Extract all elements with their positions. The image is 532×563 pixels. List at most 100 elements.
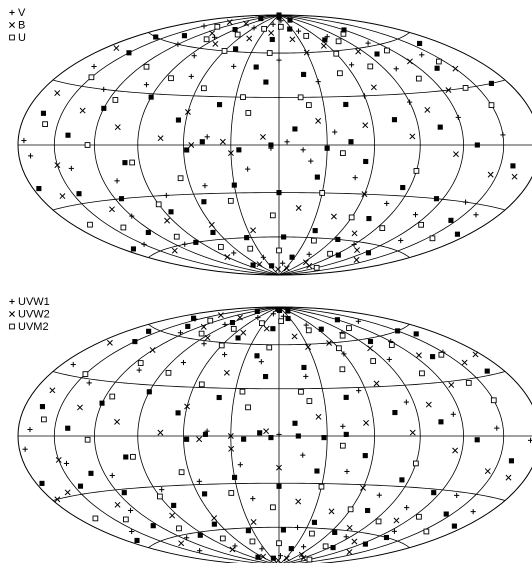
data-point bbox=[470, 509, 476, 515]
data-point bbox=[320, 42, 327, 49]
data-point bbox=[363, 419, 370, 426]
data-point bbox=[365, 40, 371, 46]
data-point bbox=[201, 85, 207, 92]
data-point bbox=[413, 460, 419, 467]
data-point bbox=[256, 261, 263, 268]
data-point bbox=[127, 507, 134, 514]
data-point bbox=[335, 38, 342, 45]
data-point bbox=[178, 540, 185, 547]
data-point bbox=[346, 325, 352, 331]
legend-symbol bbox=[9, 9, 15, 16]
data-point bbox=[419, 52, 425, 58]
data-point bbox=[184, 109, 191, 115]
data-point bbox=[352, 175, 358, 181]
data-point bbox=[221, 351, 228, 358]
data-point bbox=[376, 492, 382, 498]
data-point bbox=[200, 323, 207, 330]
data-point bbox=[474, 437, 480, 443]
data-point bbox=[168, 209, 174, 215]
data-point bbox=[246, 35, 253, 42]
data-point bbox=[82, 371, 89, 377]
data-point bbox=[346, 524, 353, 531]
data-point bbox=[230, 326, 237, 332]
data-point bbox=[171, 502, 177, 508]
data-point bbox=[488, 80, 494, 86]
data-point bbox=[398, 237, 404, 244]
data-point bbox=[263, 428, 270, 435]
data-point bbox=[298, 551, 305, 558]
data-point bbox=[159, 487, 165, 493]
data-point bbox=[353, 256, 360, 263]
data-point bbox=[109, 393, 116, 400]
data-point bbox=[175, 410, 181, 416]
data-point bbox=[217, 312, 224, 319]
data-point bbox=[204, 134, 210, 140]
legend-item-1: UVW2 bbox=[9, 309, 50, 321]
data-point bbox=[175, 41, 181, 47]
data-point bbox=[337, 70, 343, 77]
data-point bbox=[297, 94, 304, 101]
data-point bbox=[39, 404, 46, 410]
data-point bbox=[332, 529, 338, 535]
legend-symbol bbox=[9, 34, 15, 41]
data-point bbox=[91, 63, 97, 70]
data-point bbox=[181, 33, 188, 39]
data-point bbox=[450, 411, 456, 417]
data-point bbox=[303, 373, 309, 380]
data-point bbox=[176, 525, 182, 532]
data-point bbox=[417, 40, 423, 46]
data-point bbox=[164, 217, 171, 224]
legend-symbol bbox=[9, 298, 15, 305]
data-point bbox=[305, 344, 312, 350]
data-point bbox=[197, 548, 203, 554]
data-point bbox=[202, 491, 208, 497]
data-point bbox=[280, 313, 287, 319]
legend-marker-1 bbox=[9, 311, 15, 317]
data-point bbox=[313, 264, 320, 271]
data-point bbox=[266, 50, 273, 56]
data-point bbox=[180, 359, 187, 366]
data-point bbox=[301, 71, 307, 77]
data-point bbox=[87, 221, 93, 228]
data-point bbox=[303, 33, 310, 39]
data-point bbox=[255, 554, 261, 560]
data-point bbox=[292, 126, 298, 132]
data-point bbox=[184, 403, 191, 410]
data-point bbox=[178, 469, 185, 476]
data-point bbox=[343, 431, 349, 437]
legend-label-2: U bbox=[18, 32, 26, 44]
data-point bbox=[221, 48, 228, 54]
data-point bbox=[54, 162, 61, 169]
data-point bbox=[348, 214, 355, 221]
data-point bbox=[355, 318, 361, 324]
data-point bbox=[291, 333, 298, 340]
data-point bbox=[409, 133, 416, 140]
data-point bbox=[343, 394, 349, 400]
data-point bbox=[361, 93, 368, 99]
data-point bbox=[223, 369, 230, 376]
data-point bbox=[141, 241, 147, 247]
data-point bbox=[255, 314, 261, 321]
data-point bbox=[419, 370, 425, 377]
data-point bbox=[300, 544, 307, 550]
series-2 bbox=[42, 23, 495, 271]
data-point bbox=[263, 325, 270, 332]
data-point bbox=[173, 233, 180, 240]
data-point bbox=[452, 447, 459, 454]
data-point bbox=[114, 178, 120, 184]
data-point bbox=[348, 139, 354, 145]
data-point bbox=[406, 58, 413, 65]
sky-map-top: V B U bbox=[9, 7, 532, 276]
data-point bbox=[21, 137, 27, 144]
map-points bbox=[21, 12, 518, 273]
data-point bbox=[59, 193, 66, 200]
data-point bbox=[191, 315, 197, 321]
data-point bbox=[295, 498, 302, 505]
data-point bbox=[276, 464, 282, 471]
data-point bbox=[351, 230, 358, 237]
data-point bbox=[487, 171, 494, 178]
data-point bbox=[462, 199, 469, 205]
data-point bbox=[309, 530, 315, 537]
data-point bbox=[270, 504, 276, 511]
data-point bbox=[326, 340, 333, 346]
